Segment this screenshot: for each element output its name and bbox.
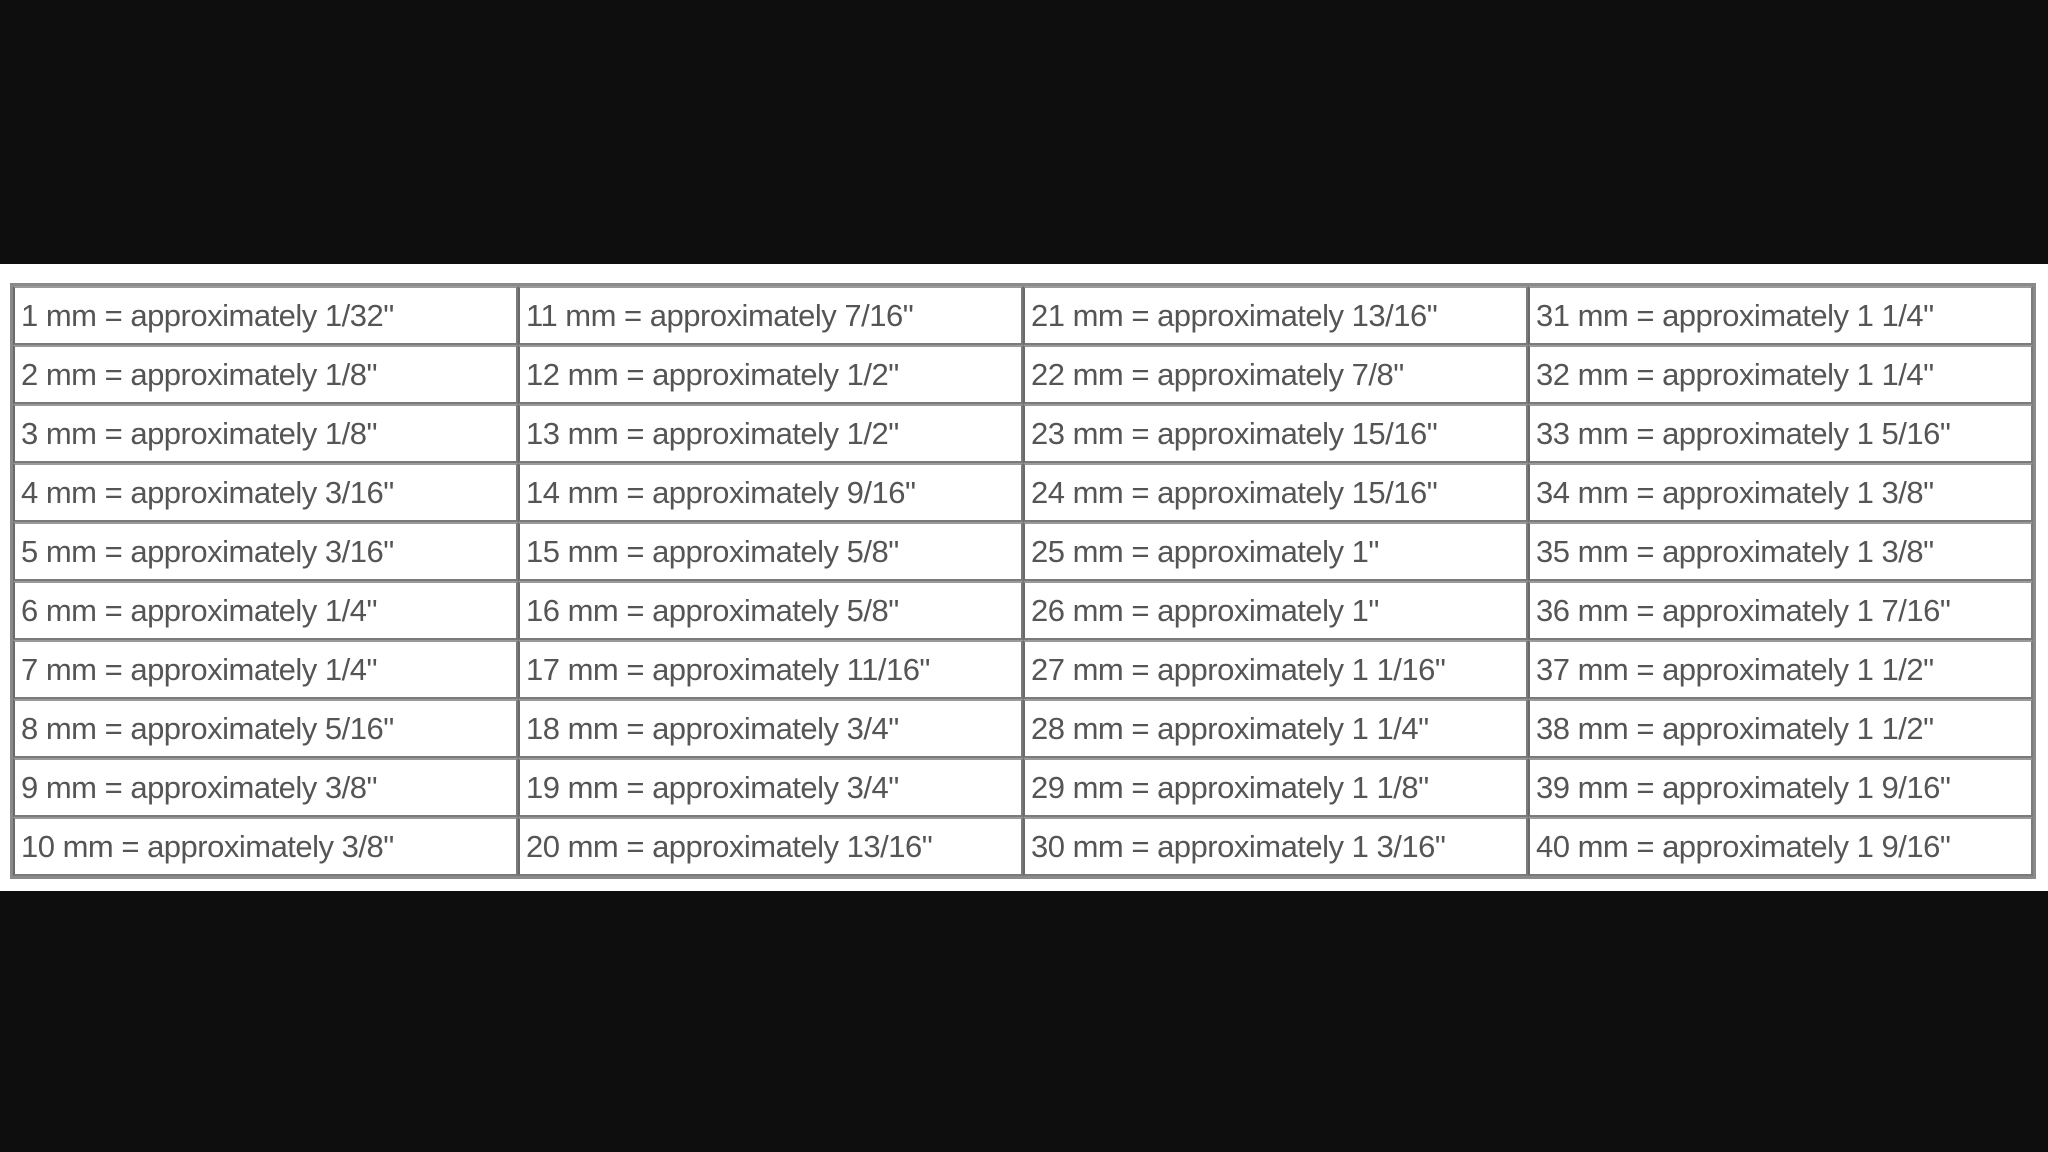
- table-cell: 36 mm = approximately 1 7/16": [1528, 581, 2033, 640]
- table-cell: 32 mm = approximately 1 1/4": [1528, 345, 2033, 404]
- table-cell: 5 mm = approximately 3/16": [13, 522, 518, 581]
- table-cell: 4 mm = approximately 3/16": [13, 463, 518, 522]
- table-cell: 12 mm = approximately 1/2": [518, 345, 1023, 404]
- table-row: 1 mm = approximately 1/32" 11 mm = approx…: [13, 286, 2033, 345]
- table-cell: 40 mm = approximately 1 9/16": [1528, 817, 2033, 876]
- table-cell: 14 mm = approximately 9/16": [518, 463, 1023, 522]
- table-cell: 1 mm = approximately 1/32": [13, 286, 518, 345]
- table-row: 4 mm = approximately 3/16" 14 mm = approx…: [13, 463, 2033, 522]
- table-cell: 15 mm = approximately 5/8": [518, 522, 1023, 581]
- table-cell: 31 mm = approximately 1 1/4": [1528, 286, 2033, 345]
- table-cell: 34 mm = approximately 1 3/8": [1528, 463, 2033, 522]
- table-row: 2 mm = approximately 1/8" 12 mm = approxi…: [13, 345, 2033, 404]
- table-cell: 13 mm = approximately 1/2": [518, 404, 1023, 463]
- table-cell: 21 mm = approximately 13/16": [1023, 286, 1528, 345]
- table-cell: 29 mm = approximately 1 1/8": [1023, 758, 1528, 817]
- table-row: 9 mm = approximately 3/8" 19 mm = approxi…: [13, 758, 2033, 817]
- table-cell: 18 mm = approximately 3/4": [518, 699, 1023, 758]
- table-row: 7 mm = approximately 1/4" 17 mm = approxi…: [13, 640, 2033, 699]
- table-cell: 38 mm = approximately 1 1/2": [1528, 699, 2033, 758]
- table-cell: 25 mm = approximately 1": [1023, 522, 1528, 581]
- table-cell: 20 mm = approximately 13/16": [518, 817, 1023, 876]
- table-cell: 3 mm = approximately 1/8": [13, 404, 518, 463]
- table-cell: 30 mm = approximately 1 3/16": [1023, 817, 1528, 876]
- table-row: 10 mm = approximately 3/8" 20 mm = approx…: [13, 817, 2033, 876]
- table-cell: 26 mm = approximately 1": [1023, 581, 1528, 640]
- table-row: 3 mm = approximately 1/8" 13 mm = approxi…: [13, 404, 2033, 463]
- table-cell: 33 mm = approximately 1 5/16": [1528, 404, 2033, 463]
- table-row: 8 mm = approximately 5/16" 18 mm = approx…: [13, 699, 2033, 758]
- table-cell: 23 mm = approximately 15/16": [1023, 404, 1528, 463]
- table-cell: 24 mm = approximately 15/16": [1023, 463, 1528, 522]
- table-cell: 39 mm = approximately 1 9/16": [1528, 758, 2033, 817]
- table-cell: 35 mm = approximately 1 3/8": [1528, 522, 2033, 581]
- table-cell: 8 mm = approximately 5/16": [13, 699, 518, 758]
- table-row: 6 mm = approximately 1/4" 16 mm = approxi…: [13, 581, 2033, 640]
- table-cell: 28 mm = approximately 1 1/4": [1023, 699, 1528, 758]
- table-cell: 6 mm = approximately 1/4": [13, 581, 518, 640]
- table-cell: 7 mm = approximately 1/4": [13, 640, 518, 699]
- table-cell: 17 mm = approximately 11/16": [518, 640, 1023, 699]
- table-cell: 37 mm = approximately 1 1/2": [1528, 640, 2033, 699]
- table-cell: 2 mm = approximately 1/8": [13, 345, 518, 404]
- table-cell: 27 mm = approximately 1 1/16": [1023, 640, 1528, 699]
- table-cell: 22 mm = approximately 7/8": [1023, 345, 1528, 404]
- mm-to-inch-conversion-table: 1 mm = approximately 1/32" 11 mm = approx…: [10, 283, 2036, 879]
- table-cell: 10 mm = approximately 3/8": [13, 817, 518, 876]
- table-cell: 9 mm = approximately 3/8": [13, 758, 518, 817]
- table-row: 5 mm = approximately 3/16" 15 mm = approx…: [13, 522, 2033, 581]
- table-cell: 11 mm = approximately 7/16": [518, 286, 1023, 345]
- table-cell: 16 mm = approximately 5/8": [518, 581, 1023, 640]
- table-cell: 19 mm = approximately 3/4": [518, 758, 1023, 817]
